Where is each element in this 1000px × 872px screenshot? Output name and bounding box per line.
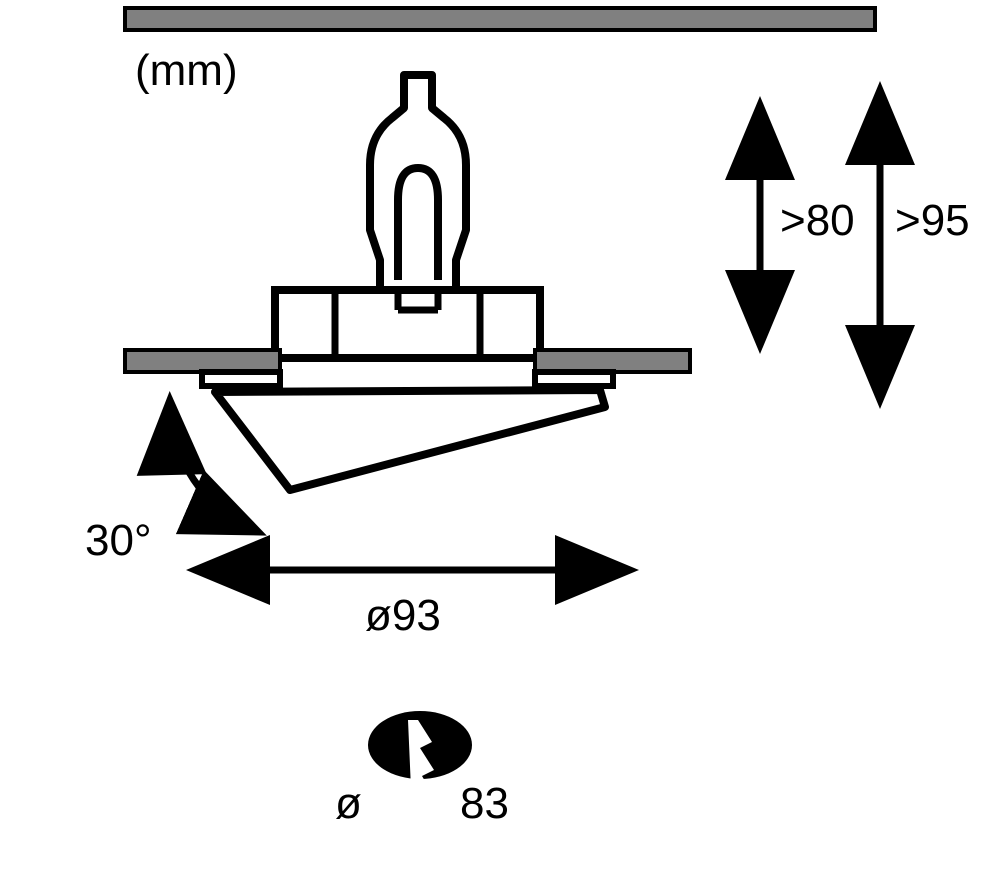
cutout-icon bbox=[368, 711, 472, 812]
cutout-label: 83 bbox=[460, 779, 509, 828]
spring-clip bbox=[370, 75, 466, 290]
diameter-label: ø93 bbox=[365, 591, 441, 640]
angle-label: 30° bbox=[85, 516, 152, 565]
diagram-svg: (mm) 30° ø9 bbox=[0, 0, 1000, 872]
ceiling-bar bbox=[125, 8, 875, 30]
cutout-symbol: ø bbox=[335, 779, 362, 828]
tilt-reflector bbox=[215, 390, 605, 490]
clearance-outer-label: >95 bbox=[895, 196, 970, 245]
fixture-body bbox=[275, 290, 540, 358]
diagram-canvas: (mm) 30° ø9 bbox=[0, 0, 1000, 872]
units-label: (mm) bbox=[135, 46, 238, 95]
clearance-inner-label: >80 bbox=[780, 196, 855, 245]
